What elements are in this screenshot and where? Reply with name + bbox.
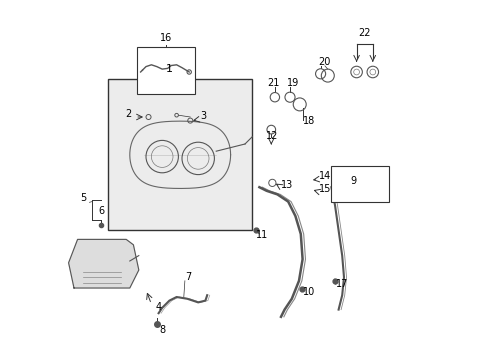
Text: 12: 12 — [266, 131, 278, 141]
Text: 14: 14 — [319, 171, 331, 181]
Text: 15: 15 — [319, 184, 331, 194]
Text: 7: 7 — [186, 272, 192, 282]
FancyBboxPatch shape — [331, 166, 389, 202]
Text: 2: 2 — [125, 109, 131, 119]
Text: 8: 8 — [159, 325, 165, 335]
Text: 1: 1 — [166, 64, 173, 74]
Text: 21: 21 — [268, 78, 280, 88]
Text: 19: 19 — [287, 78, 299, 89]
Text: 16: 16 — [160, 33, 172, 43]
FancyBboxPatch shape — [137, 47, 195, 94]
Text: 20: 20 — [318, 57, 331, 67]
Text: 22: 22 — [358, 28, 371, 38]
Text: 10: 10 — [303, 287, 315, 297]
Text: 4: 4 — [155, 302, 162, 312]
Text: 3: 3 — [200, 111, 206, 121]
Polygon shape — [69, 239, 139, 288]
Text: 6: 6 — [98, 206, 104, 216]
Text: 9: 9 — [350, 176, 356, 186]
FancyBboxPatch shape — [108, 79, 252, 230]
Text: 11: 11 — [256, 230, 268, 240]
Text: 13: 13 — [281, 180, 293, 190]
Text: 18: 18 — [303, 116, 315, 126]
Text: 17: 17 — [336, 279, 348, 289]
Text: 5: 5 — [80, 193, 87, 203]
